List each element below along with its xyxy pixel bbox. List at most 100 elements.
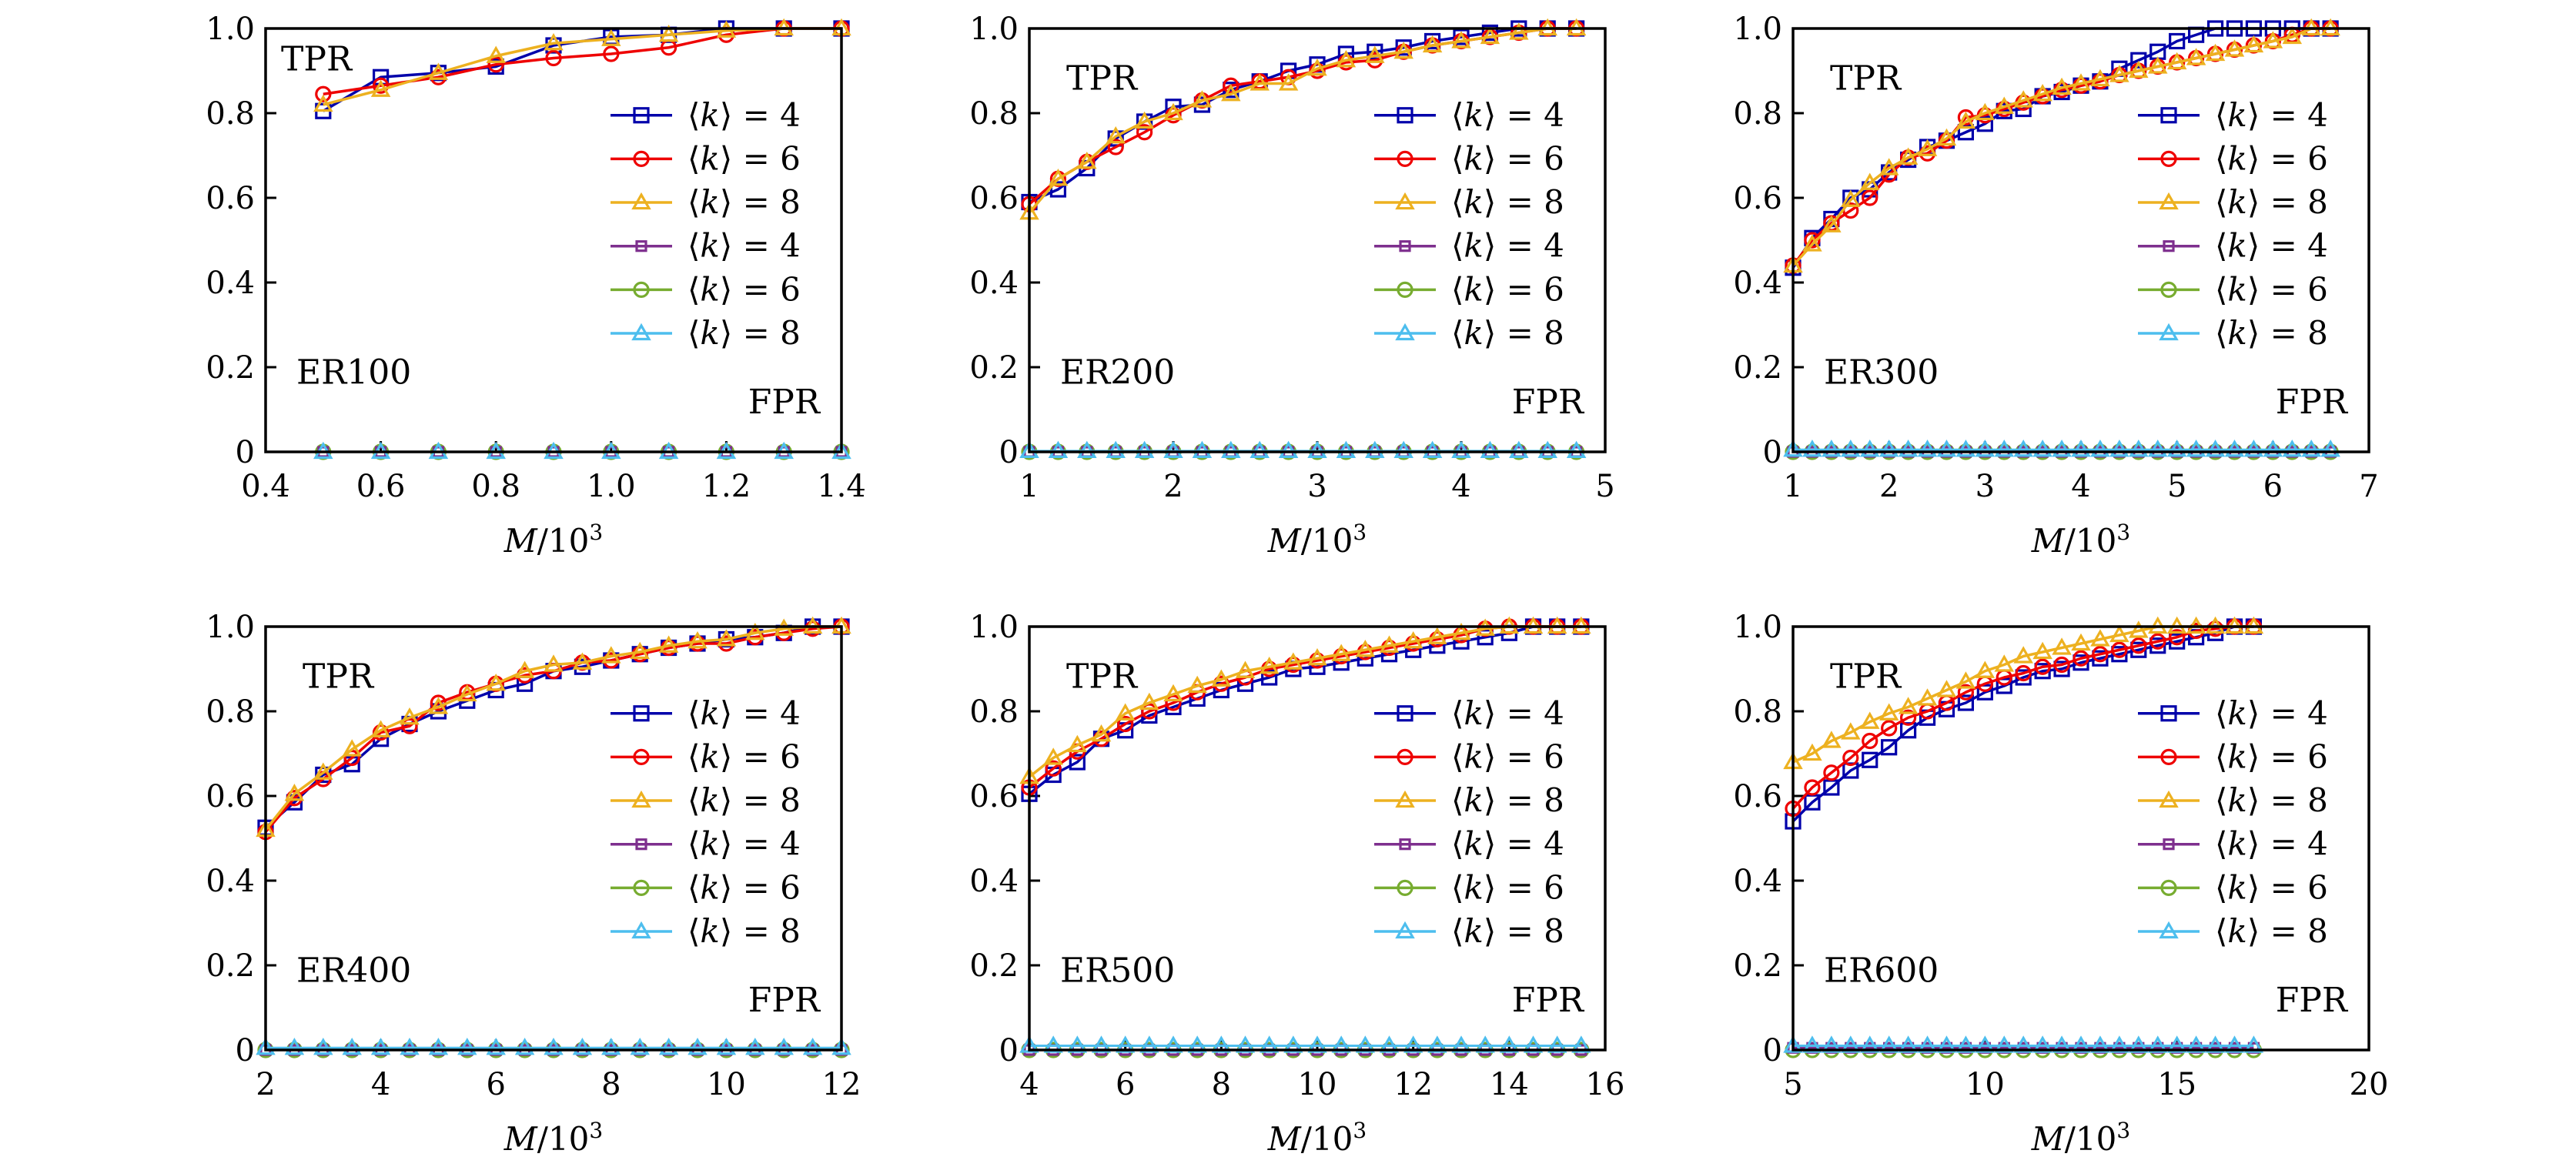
legend-marker: [1397, 879, 1413, 896]
legend-label: ⟨k⟩ = 6: [2215, 868, 2328, 906]
legend: ⟨k⟩ = 4 ⟨k⟩ = 6 ⟨k⟩ = 8 ⟨k⟩ = 4 ⟨k⟩ = 6 ⟨k⟩ =…: [1374, 96, 1564, 352]
data-point-fpr_k8: [2186, 440, 2206, 457]
legend-item-fpr_k6: ⟨k⟩ = 6: [2138, 270, 2328, 308]
data-point-tpr_k8: [1307, 648, 1327, 666]
series-tpr_k8: [1783, 18, 2340, 273]
series-fpr_k8: [1019, 440, 1587, 459]
data-point-tpr_k6: [1045, 760, 1062, 777]
y-tick-label: 0.6: [1733, 779, 1782, 814]
data-point-fpr_k8: [1307, 1035, 1327, 1053]
data-point-fpr_k8: [2032, 440, 2052, 457]
x-tick-label: 10: [1965, 1067, 2005, 1102]
series-line-tpr_k8: [264, 625, 841, 831]
data-point-tpr_k4: [1976, 115, 1993, 132]
data-point-tpr_k8: [1898, 147, 1919, 165]
data-point-tpr_k8: [486, 674, 506, 691]
data-point-fpr_k8: [1043, 1035, 1063, 1053]
legend-item-tpr_k6: ⟨k⟩ = 6: [1374, 139, 1564, 177]
data-point-tpr_k8: [544, 33, 564, 51]
data-point-tpr_k8: [2282, 26, 2303, 45]
legend-label: ⟨k⟩ = 8: [1451, 781, 1564, 819]
data-point-fpr_k8: [2205, 440, 2226, 457]
legend-marker: [1397, 107, 1413, 124]
tpr-annotation: TPR: [1830, 59, 1902, 98]
data-point-fpr_k8: [1163, 1035, 1183, 1053]
x-tick-label: 5: [2167, 469, 2186, 504]
legend-item-fpr_k8: ⟨k⟩ = 8: [2138, 314, 2328, 352]
data-point-fpr_k8: [2224, 440, 2245, 457]
data-point-tpr_k8: [1802, 234, 1822, 252]
data-point-tpr_k8: [1048, 169, 1069, 186]
legend-item-tpr_k4: ⟨k⟩ = 4: [2138, 694, 2328, 732]
legend: ⟨k⟩ = 4 ⟨k⟩ = 6 ⟨k⟩ = 8 ⟨k⟩ = 4 ⟨k⟩ = 6 ⟨k⟩ =…: [1374, 694, 1564, 950]
x-tick-label: 14: [1490, 1067, 1529, 1102]
data-point-fpr_k8: [1283, 1035, 1303, 1053]
data-point-fpr_k8: [1427, 1035, 1447, 1053]
plot-frame: [1028, 625, 1607, 1052]
data-point-tpr_k8: [1139, 692, 1159, 711]
legend-label: ⟨k⟩ = 4: [1451, 96, 1564, 134]
legend-item-fpr_k4: ⟨k⟩ = 4: [611, 227, 801, 265]
data-point-tpr_k8: [1192, 90, 1213, 108]
data-point-tpr_k8: [1509, 22, 1529, 40]
data-point-fpr_k8: [2243, 1035, 2264, 1053]
data-point-fpr_k8: [1841, 440, 1861, 457]
fpr-annotation: FPR: [2276, 383, 2349, 422]
data-point-tpr_k8: [601, 646, 621, 664]
data-point-fpr_k8: [802, 1038, 823, 1055]
legend-item-fpr_k4: ⟨k⟩ = 4: [611, 825, 801, 863]
x-tick-label: 12: [822, 1067, 861, 1102]
data-point-fpr_k8: [1783, 440, 1803, 457]
data-point-fpr_k8: [1955, 1035, 1976, 1053]
data-point-fpr_k8: [687, 1038, 708, 1055]
legend-item-tpr_k6: ⟨k⟩ = 6: [2138, 139, 2328, 177]
data-point-fpr_k8: [1365, 440, 1385, 459]
data-point-tpr_k6: [1881, 720, 1898, 737]
legend-marker: [633, 150, 650, 167]
data-point-fpr_k8: [2243, 440, 2264, 457]
y-tick-label: 0.2: [969, 948, 1019, 984]
data-point-tpr_k8: [1878, 158, 1899, 176]
data-point-tpr_k6: [2053, 656, 2070, 674]
data-point-fpr_k8: [2090, 1035, 2110, 1053]
legend-marker: [631, 790, 651, 808]
data-point-fpr_k8: [774, 1038, 794, 1055]
data-point-fpr_k8: [1259, 1035, 1280, 1053]
data-point-tpr_k8: [1802, 743, 1822, 761]
data-point-tpr_k8: [2109, 624, 2129, 643]
x-tick-label: 2: [1879, 469, 1899, 504]
data-point-tpr_k8: [1427, 627, 1447, 644]
data-point-tpr_k8: [745, 623, 765, 640]
legend-item-tpr_k8: ⟨k⟩ = 8: [1374, 183, 1564, 221]
y-tick-label: 1.0: [969, 610, 1019, 645]
data-point-tpr_k8: [658, 25, 679, 42]
legend-marker: [1397, 748, 1413, 766]
legend-item-tpr_k4: ⟨k⟩ = 4: [1374, 96, 1564, 134]
legend-label: ⟨k⟩ = 6: [2215, 270, 2328, 308]
data-point-fpr_k8: [1480, 440, 1500, 459]
data-point-tpr_k4: [1957, 694, 1974, 711]
data-point-tpr_k8: [1336, 50, 1357, 68]
legend-item-tpr_k8: ⟨k⟩ = 8: [611, 183, 801, 221]
data-point-fpr_k8: [284, 1038, 305, 1055]
data-point-tpr_k8: [1936, 680, 1957, 697]
data-point-fpr_k8: [2166, 1035, 2187, 1053]
data-point-tpr_k8: [2013, 646, 2033, 664]
data-point-fpr_k8: [428, 1038, 449, 1055]
data-point-fpr_k8: [1841, 1035, 1861, 1053]
data-point-fpr_k8: [457, 1038, 477, 1055]
data-point-tpr_k8: [370, 720, 391, 737]
legend-marker: [1395, 790, 1415, 808]
plot-frame: [1791, 625, 2370, 1052]
data-point-tpr_k4: [1477, 629, 1494, 646]
data-point-tpr_k4: [2130, 52, 2147, 69]
data-point-fpr_k8: [400, 1038, 420, 1055]
x-tick-label: 20: [2350, 1067, 2389, 1102]
legend-marker: [2159, 192, 2179, 210]
data-point-tpr_k8: [400, 707, 420, 725]
data-point-fpr_k8: [2052, 440, 2072, 457]
data-point-tpr_k8: [1379, 635, 1400, 653]
data-point-tpr_k6: [603, 45, 620, 62]
data-point-fpr_k8: [1235, 1035, 1256, 1053]
data-point-tpr_k8: [1250, 73, 1270, 91]
